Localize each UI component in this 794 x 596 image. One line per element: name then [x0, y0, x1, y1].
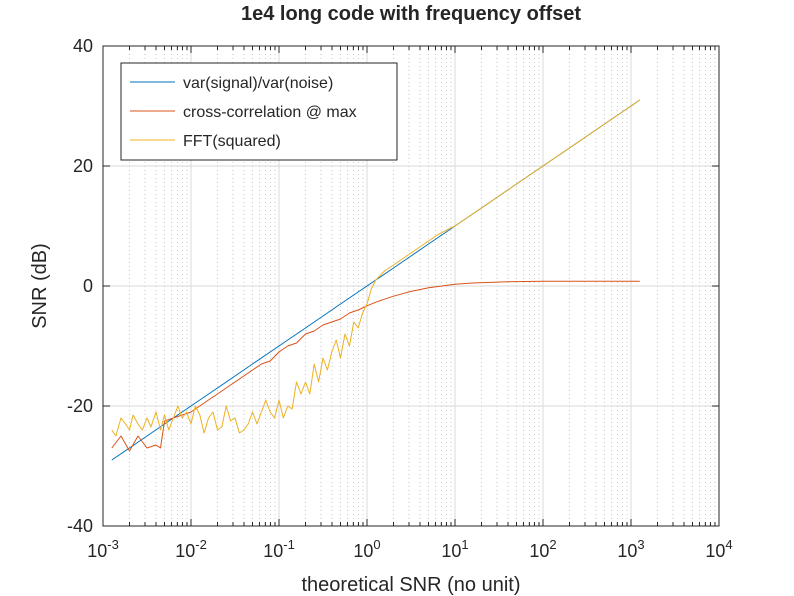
y-tick-label: 0 — [83, 276, 93, 296]
legend-label-fft-squared: FFT(squared) — [183, 133, 281, 150]
x-axis-label: theoretical SNR (no unit) — [302, 574, 521, 596]
y-tick-labels: -40 -20 0 20 40 — [67, 36, 93, 536]
series-lines — [111, 99, 641, 461]
x-tick-label: 104 — [705, 537, 732, 561]
x-tick-label: 10-1 — [263, 537, 295, 561]
axis-ticks — [102, 45, 720, 527]
x-tick-labels: 10-3 10-2 10-1 100 101 102 103 104 — [87, 537, 732, 561]
legend: var(signal)/var(noise) cross-correlation… — [120, 62, 398, 161]
legend-label-cross-correlation: cross-correlation @ max — [183, 104, 357, 121]
y-tick-label: 40 — [73, 36, 93, 56]
x-tick-label: 101 — [441, 537, 468, 561]
series-line-2 — [111, 99, 641, 437]
x-tick-label: 10-2 — [175, 537, 207, 561]
x-tick-label: 102 — [529, 537, 556, 561]
y-axis-label: SNR (dB) — [29, 243, 51, 329]
chart-title: 1e4 long code with frequency offset — [241, 3, 581, 25]
y-tick-label: 20 — [73, 156, 93, 176]
y-tick-label: -40 — [67, 516, 93, 536]
legend-label-var-signal: var(signal)/var(noise) — [183, 75, 333, 92]
series-line-1 — [111, 280, 640, 452]
x-tick-label: 10-3 — [87, 537, 119, 561]
y-tick-label: -20 — [67, 396, 93, 416]
x-tick-label: 100 — [353, 537, 380, 561]
x-tick-label: 103 — [617, 537, 644, 561]
